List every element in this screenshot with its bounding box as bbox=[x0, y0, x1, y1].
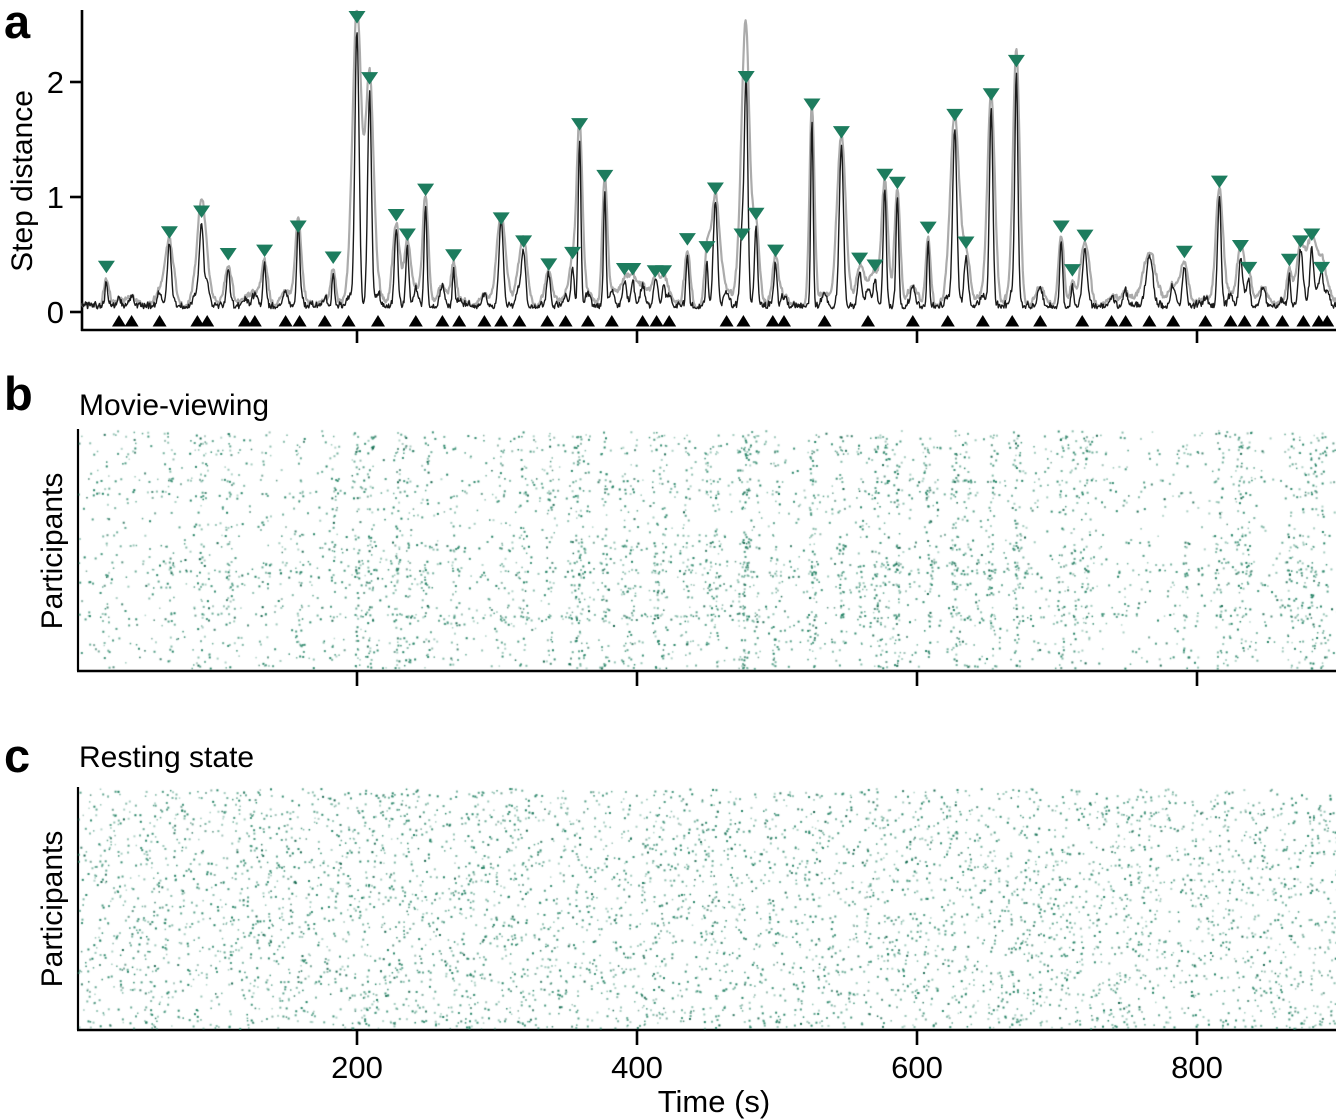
panel-b-label: b bbox=[4, 367, 33, 420]
panel-c-y-axis-title: Participants bbox=[36, 830, 69, 988]
panel-a-ytick-0: 0 bbox=[46, 295, 64, 330]
panel-b-y-axis-title: Participants bbox=[36, 472, 69, 630]
panel-a-ytick-2: 2 bbox=[46, 65, 64, 100]
resting-state-raster bbox=[77, 787, 1336, 1030]
x-tick-label-800: 800 bbox=[1171, 1050, 1223, 1085]
x-axis-title: Time (s) bbox=[657, 1084, 771, 1119]
step-distance-trace bbox=[80, 9, 1336, 310]
peak-markers bbox=[97, 11, 1331, 278]
panel-a-label: a bbox=[4, 0, 31, 48]
panel-a-ytick-1: 1 bbox=[46, 180, 64, 215]
panel-b-title: Movie-viewing bbox=[79, 389, 270, 422]
movie-viewing-raster bbox=[77, 429, 1336, 670]
x-tick-label-200: 200 bbox=[331, 1050, 383, 1085]
x-tick-label-600: 600 bbox=[891, 1050, 943, 1085]
panel-c-title: Resting state bbox=[79, 741, 255, 774]
panel-a-axes bbox=[70, 10, 1336, 343]
event-markers bbox=[112, 315, 1335, 327]
panel-c-label: c bbox=[4, 729, 31, 782]
x-tick-label-400: 400 bbox=[611, 1050, 663, 1085]
